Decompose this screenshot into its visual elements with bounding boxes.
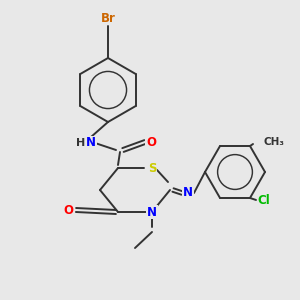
Text: Br: Br (100, 11, 116, 25)
Text: Cl: Cl (258, 194, 270, 208)
Text: S: S (148, 161, 156, 175)
Text: CH₃: CH₃ (263, 137, 284, 147)
Text: N: N (86, 136, 96, 149)
Text: O: O (63, 203, 73, 217)
Text: N: N (183, 187, 193, 200)
Text: H: H (76, 138, 85, 148)
Text: N: N (147, 206, 157, 218)
Text: O: O (146, 136, 156, 148)
